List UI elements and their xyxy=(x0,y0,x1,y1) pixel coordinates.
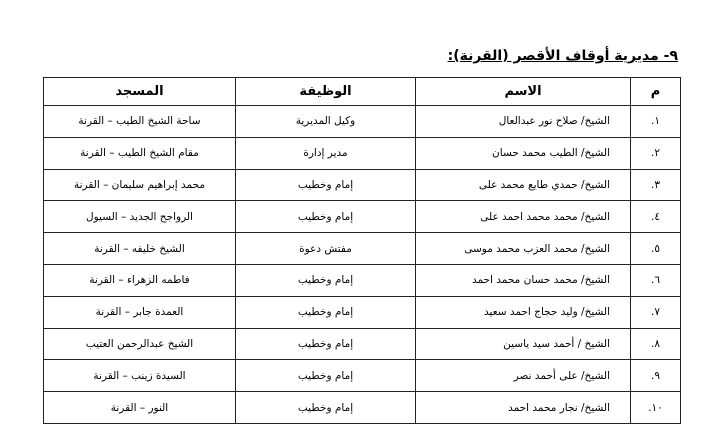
column-header: المسجد xyxy=(43,77,236,106)
table-cell: ٣. xyxy=(630,168,681,202)
table-cell: الشيخ/ صلاح نور عبدالعال xyxy=(415,105,631,138)
table-cell: الشيخ/ محمد العزب محمد موسى xyxy=(415,232,631,265)
table-cell: ساحة الشيخ الطيب – القرنة xyxy=(43,105,236,138)
table-cell: مدير إدارة xyxy=(235,136,416,170)
table-cell: إمام وخطيب xyxy=(235,168,416,202)
table-cell: ١. xyxy=(630,105,681,138)
table-cell: ٧. xyxy=(630,295,681,329)
table-cell: مقام الشيخ الطيب – القرنة xyxy=(43,136,236,170)
table-cell: الشيخ/ محمد محمد احمد على xyxy=(415,200,631,234)
table-cell: ٦. xyxy=(630,263,681,297)
table-body: ١. الشيخ/ صلاح نور عبدالعال وكيل المديرية س… xyxy=(43,105,681,424)
table-row: ٣. الشيخ/ حمدي طايع محمد على إمام وخطيب محم… xyxy=(43,168,681,202)
table-row: ٦. الشيخ/ محمد حسان محمد احمد إمام وخطيب فا… xyxy=(43,263,681,297)
table-cell: الرواجح الجديد – السيول xyxy=(43,200,236,234)
table-cell: إمام وخطيب xyxy=(235,327,416,361)
table-cell: الشيخ/ الطيب محمد حسان xyxy=(415,136,631,170)
column-header: الوظيفة xyxy=(235,77,416,106)
table-cell: ٤. xyxy=(630,200,681,234)
table-cell: الشيخ / أحمد سيد ياسين xyxy=(415,327,631,361)
table: م الاسم الوظيفة المسجد ١. الشيخ/ صلاح نور عب… xyxy=(43,77,681,424)
table-row: ٤. الشيخ/ محمد محمد احمد على إمام وخطيب الر… xyxy=(43,200,681,234)
table-cell: إمام وخطيب xyxy=(235,263,416,297)
table-cell: إمام وخطيب xyxy=(235,200,416,234)
column-header: م xyxy=(630,77,681,106)
table-cell: ٥. xyxy=(630,232,681,265)
table-cell: الشيخ خليفه – القرنة xyxy=(43,232,236,265)
table-row: ٢. الشيخ/ الطيب محمد حسان مدير إدارة مقام ا… xyxy=(43,136,681,170)
column-header: الاسم xyxy=(415,77,631,106)
table-row: ٥. الشيخ/ محمد العزب محمد موسى مفتش دعوة ال… xyxy=(43,232,681,265)
table-row: ١. الشيخ/ صلاح نور عبدالعال وكيل المديرية س… xyxy=(43,105,681,138)
header-row: م الاسم الوظيفة المسجد xyxy=(43,77,681,106)
table-cell: الشيخ/ محمد حسان محمد احمد xyxy=(415,263,631,297)
table-row: ١٠. الشيخ/ نجار محمد احمد إمام وخطيب النور … xyxy=(43,391,681,424)
table-cell: مفتش دعوة xyxy=(235,232,416,265)
table-row: ٨. الشيخ / أحمد سيد ياسين إمام وخطيب الشيخ … xyxy=(43,327,681,361)
table-cell: الشيخ/ نجار محمد احمد xyxy=(415,391,631,424)
table-cell: إمام وخطيب xyxy=(235,295,416,329)
table-cell: ١٠. xyxy=(630,391,681,424)
heading: ٩- مديرية أوقاف الأقصر (القرنة): xyxy=(447,48,678,64)
table-cell: محمد إبراهيم سليمان – القرنة xyxy=(43,168,236,202)
table-row: ٧. الشيخ/ وليد حجاج احمد سعيد إمام وخطيب ال… xyxy=(43,295,681,329)
table-cell: ٨. xyxy=(630,327,681,361)
table-cell: ٢. xyxy=(630,136,681,170)
table-cell: إمام وخطيب xyxy=(235,391,416,424)
table-cell: وكيل المديرية xyxy=(235,105,416,138)
table-cell: السيدة زينب – القرنة xyxy=(43,359,236,393)
table-cell: ٩. xyxy=(630,359,681,393)
table-cell: الشيخ/ على أحمد نصر xyxy=(415,359,631,393)
table-cell: النور – القرنة xyxy=(43,391,236,424)
table-cell: فاطمه الزهراء – القرنة xyxy=(43,263,236,297)
table-row: ٩. الشيخ/ على أحمد نصر إمام وخطيب السيدة زي… xyxy=(43,359,681,393)
table-cell: الشيخ/ حمدي طايع محمد على xyxy=(415,168,631,202)
table-cell: الشيخ عبدالرحمن العتيب xyxy=(43,327,236,361)
table-cell: الشيخ/ وليد حجاج احمد سعيد xyxy=(415,295,631,329)
table-cell: إمام وخطيب xyxy=(235,359,416,393)
table-cell: العمدة جابر – القرنة xyxy=(43,295,236,329)
